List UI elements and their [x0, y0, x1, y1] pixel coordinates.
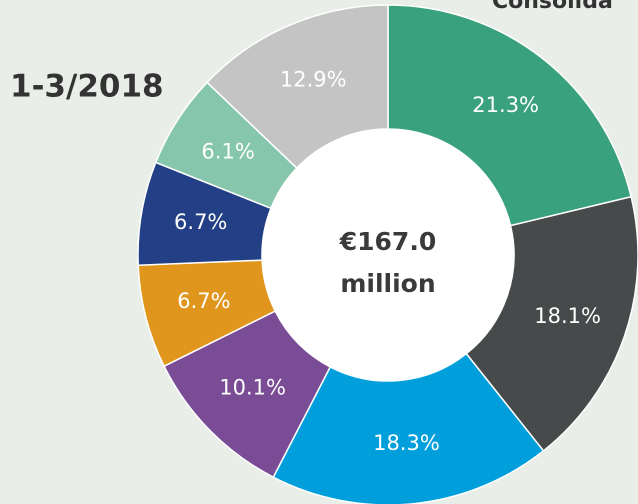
value-label: 18.1%: [534, 304, 601, 328]
center-label: €167.0: [339, 227, 436, 256]
value-label: 21.3%: [472, 93, 539, 117]
value-label: 6.1%: [201, 139, 254, 163]
value-label: 6.7%: [177, 289, 230, 313]
value-label: 10.1%: [219, 375, 286, 399]
value-label: 6.7%: [174, 210, 227, 234]
donut-hole: [262, 129, 514, 381]
center-label: million: [340, 269, 435, 298]
chart-subtitle: 1-3/2018: [10, 69, 164, 105]
value-label: 12.9%: [280, 67, 347, 91]
value-label: 18.3%: [373, 431, 440, 455]
chart-title: Consolida: [492, 0, 613, 14]
